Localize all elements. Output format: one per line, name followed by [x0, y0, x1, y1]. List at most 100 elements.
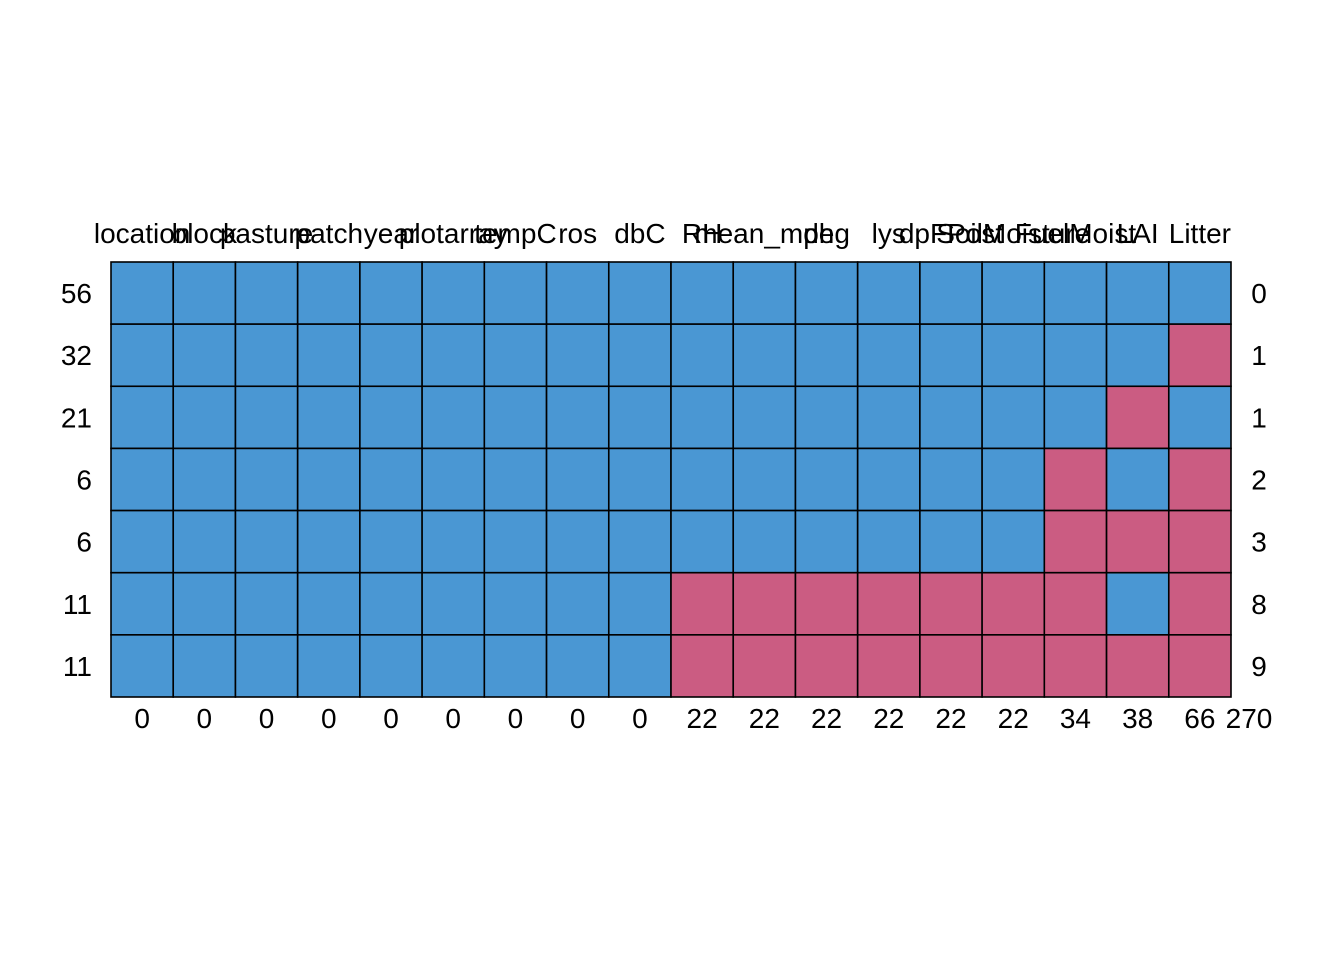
- observed-cell: [794, 323, 859, 388]
- observed-cell: [1167, 385, 1232, 450]
- observed-cell: [545, 447, 610, 512]
- observed-cell: [234, 509, 299, 574]
- observed-cell: [1105, 323, 1170, 388]
- column-missing-total: 0: [508, 703, 524, 734]
- observed-cell: [856, 385, 921, 450]
- observed-cell: [732, 447, 797, 512]
- column-missing-total: 0: [383, 703, 399, 734]
- missing-cell: [794, 634, 859, 698]
- missing-cell: [919, 634, 983, 698]
- observed-cell: [421, 323, 486, 388]
- observed-cell: [359, 385, 423, 450]
- observed-cell: [794, 447, 859, 512]
- missing-cell: [670, 571, 735, 636]
- observed-cell: [483, 385, 548, 450]
- missing-cell: [1043, 447, 1108, 512]
- observed-cell: [421, 385, 486, 450]
- observed-cell: [172, 385, 237, 450]
- observed-cell: [110, 571, 175, 636]
- observed-cell: [919, 447, 983, 512]
- observed-cell: [234, 261, 299, 325]
- missing-cell: [732, 571, 797, 636]
- column-label: lys: [872, 218, 906, 249]
- column-missing-total: 22: [873, 703, 904, 734]
- column-label: location: [94, 218, 191, 249]
- observed-cell: [981, 385, 1046, 450]
- row-missing-totals: 0 1 1 2 3 8 9: [1251, 278, 1267, 682]
- column-missing-total: 22: [935, 703, 966, 734]
- row-count-label: 11: [63, 651, 92, 682]
- column-label: year: [364, 218, 418, 249]
- observed-cell: [545, 323, 610, 388]
- observed-cell: [234, 634, 299, 698]
- missing-cell: [1167, 323, 1232, 388]
- column-label: dbC: [614, 218, 665, 249]
- observed-cell: [919, 509, 983, 574]
- column-missing-total: 0: [321, 703, 337, 734]
- observed-cell: [545, 509, 610, 574]
- observed-cell: [359, 261, 423, 325]
- observed-cell: [670, 509, 735, 574]
- column-missing-total: 0: [570, 703, 586, 734]
- observed-cell: [1167, 261, 1232, 325]
- observed-cell: [421, 634, 486, 698]
- row-missing-total: 0: [1251, 278, 1267, 309]
- total-missing-label: 270: [1226, 703, 1273, 734]
- missing-cell: [794, 571, 859, 636]
- observed-cell: [732, 323, 797, 388]
- observed-cell: [670, 261, 735, 325]
- observed-cell: [110, 509, 175, 574]
- column-label: FuelMoist: [1015, 218, 1137, 249]
- row-count-label: 32: [61, 340, 92, 371]
- observed-cell: [794, 509, 859, 574]
- missing-cell: [919, 571, 983, 636]
- observed-cell: [1105, 447, 1170, 512]
- observed-cell: [296, 323, 361, 388]
- observed-cell: [607, 323, 672, 388]
- column-missing-total: 22: [687, 703, 718, 734]
- observed-cell: [296, 261, 361, 325]
- observed-cell: [607, 385, 672, 450]
- missing-cell: [1167, 634, 1232, 698]
- column-missing-total: 0: [632, 703, 648, 734]
- observed-cell: [545, 385, 610, 450]
- row-missing-total: 9: [1251, 651, 1267, 682]
- observed-cell: [234, 571, 299, 636]
- observed-cell: [234, 323, 299, 388]
- observed-cell: [607, 571, 672, 636]
- observed-cell: [421, 261, 486, 325]
- observed-cell: [172, 447, 237, 512]
- observed-cell: [856, 447, 921, 512]
- observed-cell: [1105, 571, 1170, 636]
- column-label: SoilMoisture: [936, 218, 1090, 249]
- row-count-labels: 56 32 21 6 6 11 11: [61, 278, 92, 682]
- observed-cell: [296, 447, 361, 512]
- column-missing-total: 66: [1184, 703, 1215, 734]
- missing-cell: [981, 571, 1046, 636]
- observed-cell: [1043, 323, 1108, 388]
- observed-cell: [670, 323, 735, 388]
- column-label: deg: [803, 218, 850, 249]
- observed-cell: [296, 385, 361, 450]
- observed-cell: [483, 323, 548, 388]
- column-missing-total: 0: [259, 703, 275, 734]
- observed-cell: [981, 323, 1046, 388]
- observed-cell: [359, 571, 423, 636]
- observed-cell: [172, 261, 237, 325]
- observed-cell: [110, 323, 175, 388]
- observed-cell: [1043, 261, 1108, 325]
- observed-cell: [296, 571, 361, 636]
- missing-cell: [1043, 509, 1108, 574]
- observed-cell: [234, 385, 299, 450]
- observed-cell: [1043, 385, 1108, 450]
- column-missing-totals: 0 0 0 0 0 0 0 0 0 22 22 22 22 22 22 34 38 66: [134, 703, 1215, 734]
- observed-cell: [919, 261, 983, 325]
- observed-cell: [359, 323, 423, 388]
- missing-cell: [1105, 634, 1170, 698]
- row-count-label: 11: [63, 589, 92, 620]
- missing-cell: [732, 634, 797, 698]
- column-missing-total: 38: [1122, 703, 1153, 734]
- column-label: pasture: [220, 218, 313, 249]
- column-missing-total: 0: [197, 703, 213, 734]
- observed-cell: [670, 385, 735, 450]
